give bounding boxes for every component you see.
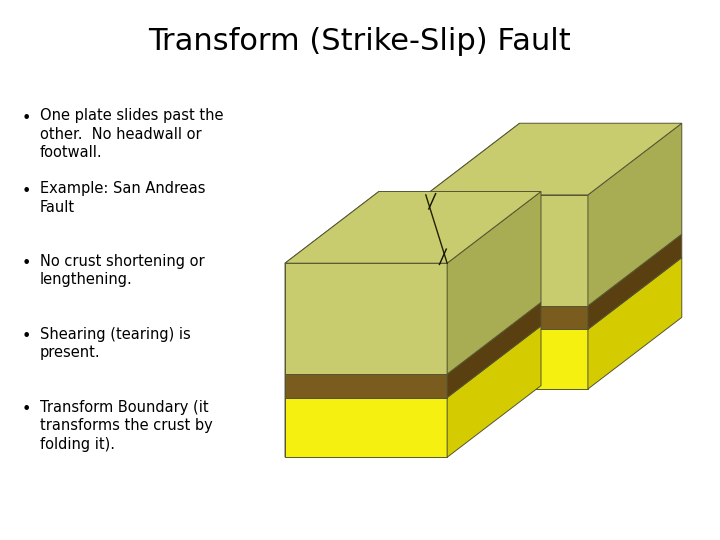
Text: •: • (22, 184, 31, 199)
Polygon shape (588, 123, 682, 306)
Polygon shape (447, 302, 541, 397)
Polygon shape (447, 326, 541, 457)
Text: •: • (22, 111, 31, 126)
Text: Shearing (tearing) is
present.: Shearing (tearing) is present. (40, 327, 190, 360)
Text: •: • (22, 329, 31, 345)
Polygon shape (447, 192, 541, 374)
Text: Example: San Andreas
Fault: Example: San Andreas Fault (40, 181, 205, 214)
Polygon shape (426, 123, 520, 389)
Text: Transform Boundary (it
transforms the crust by
folding it).: Transform Boundary (it transforms the cr… (40, 400, 212, 452)
Polygon shape (588, 234, 682, 329)
Polygon shape (285, 374, 447, 397)
Text: No crust shortening or
lengthening.: No crust shortening or lengthening. (40, 254, 204, 287)
Polygon shape (426, 123, 682, 195)
Text: •: • (22, 256, 31, 272)
Polygon shape (285, 263, 447, 374)
Polygon shape (426, 329, 588, 389)
Polygon shape (285, 192, 379, 457)
Polygon shape (426, 306, 588, 329)
Polygon shape (285, 192, 541, 263)
Text: One plate slides past the
other.  No headwall or
footwall.: One plate slides past the other. No head… (40, 108, 223, 160)
Polygon shape (426, 195, 588, 306)
Text: •: • (22, 402, 31, 417)
Polygon shape (588, 258, 682, 389)
Text: Transform (Strike-Slip) Fault: Transform (Strike-Slip) Fault (148, 27, 572, 56)
Polygon shape (285, 397, 447, 457)
